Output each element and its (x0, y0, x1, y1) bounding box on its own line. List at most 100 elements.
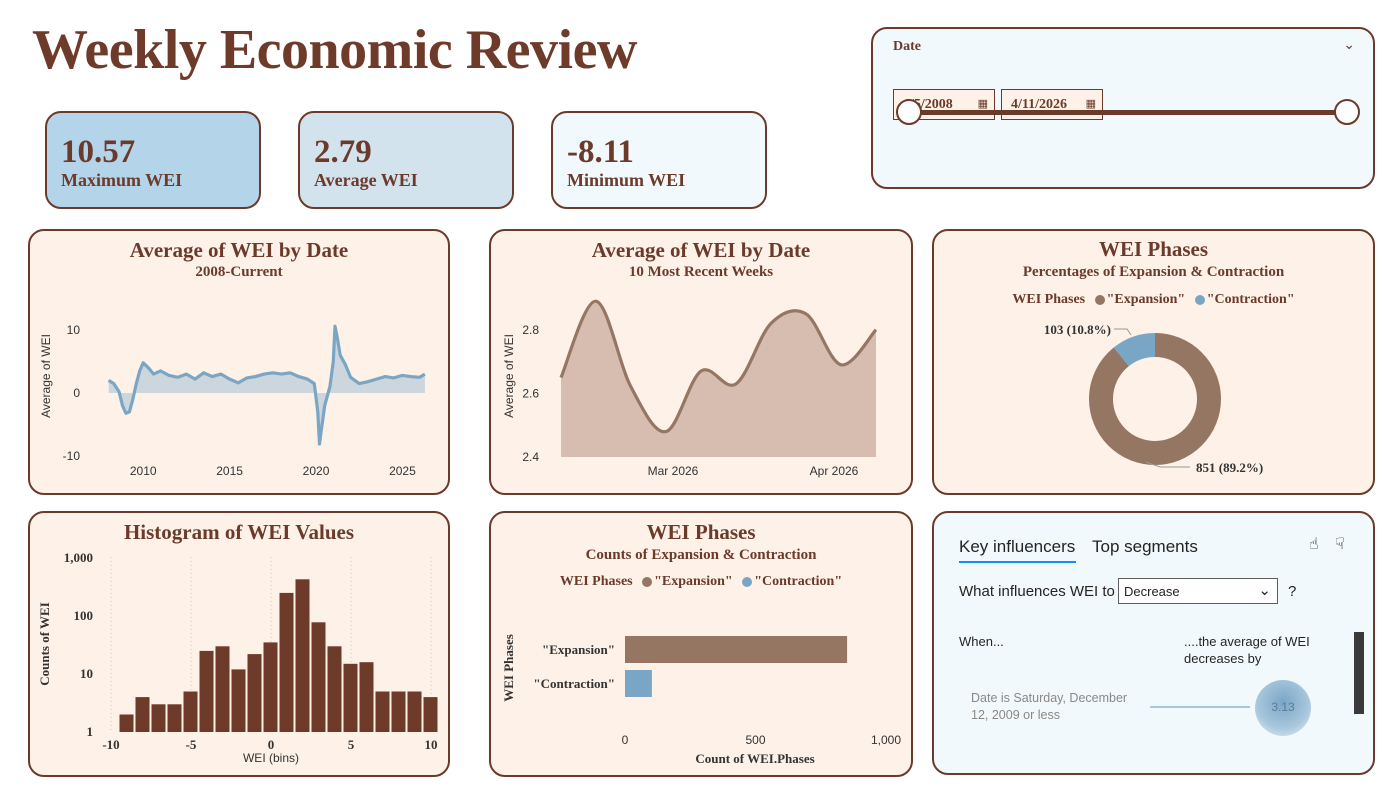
horizontal-bar-chart: "Expansion" "Contraction" 0 500 1,000 Count o… (501, 634, 901, 766)
donut-chart: 103 (10.8%) 851 (89.2%) (1044, 322, 1263, 475)
histogram-bar (391, 691, 406, 732)
calendar-icon[interactable]: ▦ (1085, 97, 1096, 110)
x-tick-label: 2015 (216, 464, 243, 478)
influencer-factor[interactable]: Date is Saturday, December 12, 2009 or l… (971, 691, 1128, 722)
legend-title: WEI Phases (1012, 292, 1086, 307)
x-tick-label: 2025 (389, 464, 416, 478)
area-chart-recent: 2.8 2.6 2.4 Mar 2026 Apr 2026 Average of WEI (502, 299, 878, 478)
chevron-down-icon: ⌄ (1258, 582, 1271, 599)
slicer-label: Date (893, 39, 921, 54)
series-line (107, 324, 426, 446)
histogram-bar (135, 697, 150, 732)
chart-legend: WEI Phases "Expansion" "Contraction" (934, 292, 1373, 308)
y-axis-label: Average of WEI (39, 334, 53, 418)
bar-chart-panel: WEI Phases Counts of Expansion & Contrac… (489, 511, 913, 777)
y-axis-label: Counts of WEI (37, 602, 52, 686)
page-title: Weekly Economic Review (32, 19, 637, 81)
thumbs-up-icon[interactable]: ☝ (1309, 536, 1319, 553)
data-label-expansion: 851 (89.2%) (1196, 460, 1263, 475)
thumbs-down-icon[interactable]: ☟ (1335, 536, 1345, 553)
kpi-label: Minimum WEI (567, 170, 686, 190)
line-chart-all: 10 0 -10 2010 2015 2020 2025 Average of WEI (39, 323, 426, 478)
label-leader-line (1145, 461, 1190, 468)
chart-title: Histogram of WEI Values (123, 520, 355, 544)
histogram-bar (343, 663, 358, 732)
y-tick-label: 2.8 (522, 323, 539, 337)
y-axis-label: WEI Phases (501, 634, 516, 702)
x-tick-label: -10 (102, 737, 119, 752)
slider-end-handle[interactable] (1334, 99, 1360, 125)
x-tick-label: 1,000 (871, 733, 901, 747)
legend-item-expansion[interactable]: "Expansion" (1106, 292, 1186, 307)
y-tick-label: 0 (73, 386, 80, 400)
legend-title: WEI Phases (559, 574, 633, 589)
histogram-bar (167, 704, 182, 732)
influence-question: What influences WEI to (959, 583, 1115, 600)
influencer-bubble[interactable]: 3.13 (1255, 680, 1311, 736)
slider-start-handle[interactable] (896, 99, 922, 125)
x-tick-label: 2020 (303, 464, 330, 478)
y-axis-label: Average of WEI (502, 334, 516, 418)
tab-key-influencers[interactable]: Key influencers (959, 537, 1076, 556)
chart-title: WEI Phases (1098, 237, 1209, 261)
y-tick-label: 10 (80, 666, 93, 681)
chart-legend: WEI Phases "Expansion" "Contraction" (491, 574, 911, 590)
area-chart-recent-panel: Average of WEI by Date 10 Most Recent We… (489, 229, 913, 495)
chart-subtitle: 2008-Current (195, 264, 283, 280)
histogram-bar (375, 691, 390, 732)
slider-track (909, 110, 1347, 115)
calendar-icon[interactable]: ▦ (977, 97, 988, 110)
kpi-value: 2.79 (314, 134, 372, 170)
column-when: When... (959, 634, 1004, 649)
histogram-bar (359, 662, 374, 732)
bar-1 (625, 670, 652, 697)
kpi-card-average: 2.79 Average WEI (298, 111, 514, 209)
legend-dot-expansion (642, 576, 653, 587)
histogram-bar (295, 579, 310, 732)
kpi-value: 10.57 (61, 134, 136, 170)
column-result: ....the average of WEI decreases by (1184, 634, 1310, 666)
series-line (559, 299, 878, 434)
x-tick-label: 10 (425, 737, 438, 752)
histogram-bar (263, 642, 278, 732)
legend-item-contraction[interactable]: "Contraction" (754, 574, 843, 589)
influencer-connector (1150, 706, 1250, 708)
chevron-down-icon[interactable]: ⌄ (1343, 37, 1355, 53)
influencer-value: 3.13 (1271, 700, 1295, 714)
date-slicer: Date ⌄ 1/5/2008 ▦ 4/11/2026 ▦ (871, 27, 1375, 189)
histogram-bar (119, 714, 134, 732)
end-date-value: 4/11/2026 (1011, 97, 1068, 112)
y-tick-label: 1,000 (64, 550, 93, 565)
x-axis-label: Count of WEI.Phases (695, 751, 814, 766)
question-mark: ? (1288, 583, 1297, 600)
chart-subtitle: Counts of Expansion & Contraction (585, 547, 817, 563)
tab-top-segments[interactable]: Top segments (1092, 537, 1198, 556)
legend-item-contraction[interactable]: "Contraction" (1206, 292, 1295, 307)
end-date-input[interactable]: 4/11/2026 ▦ (1001, 89, 1103, 120)
y-tick-label: 2.6 (522, 386, 539, 400)
x-tick-label: 2010 (130, 464, 157, 478)
data-label-contraction: 103 (10.8%) (1044, 322, 1111, 337)
x-tick-label: 0 (268, 737, 275, 752)
category-label: "Contraction" (533, 676, 615, 691)
y-tick-label: 1 (87, 724, 94, 739)
key-influencers-panel: Key influencers Top segments ☝ ☟ What in… (932, 511, 1375, 775)
target-dropdown[interactable]: Decrease ⌄ (1118, 578, 1278, 604)
scrollbar[interactable] (1354, 632, 1364, 714)
x-tick-label: 5 (348, 737, 355, 752)
histogram-bar (311, 622, 326, 732)
legend-dot-expansion (1094, 294, 1105, 305)
histogram-chart: 1,000 100 10 1 -10 -5 0 5 10 WEI (bins) Counts of … (37, 550, 438, 765)
x-tick-label: -5 (186, 737, 197, 752)
legend-item-expansion[interactable]: "Expansion" (654, 574, 733, 589)
histogram-bar (199, 650, 214, 732)
x-axis-label: WEI (bins) (243, 751, 299, 765)
kpi-label: Maximum WEI (61, 170, 183, 190)
x-tick-label: 500 (745, 733, 765, 747)
chart-subtitle: 10 Most Recent Weeks (628, 264, 774, 280)
histogram-bar (151, 704, 166, 732)
chart-title: WEI Phases (646, 520, 756, 544)
kpi-value: -8.11 (567, 134, 634, 170)
histogram-bar (183, 691, 198, 732)
y-tick-label: 100 (74, 608, 94, 623)
